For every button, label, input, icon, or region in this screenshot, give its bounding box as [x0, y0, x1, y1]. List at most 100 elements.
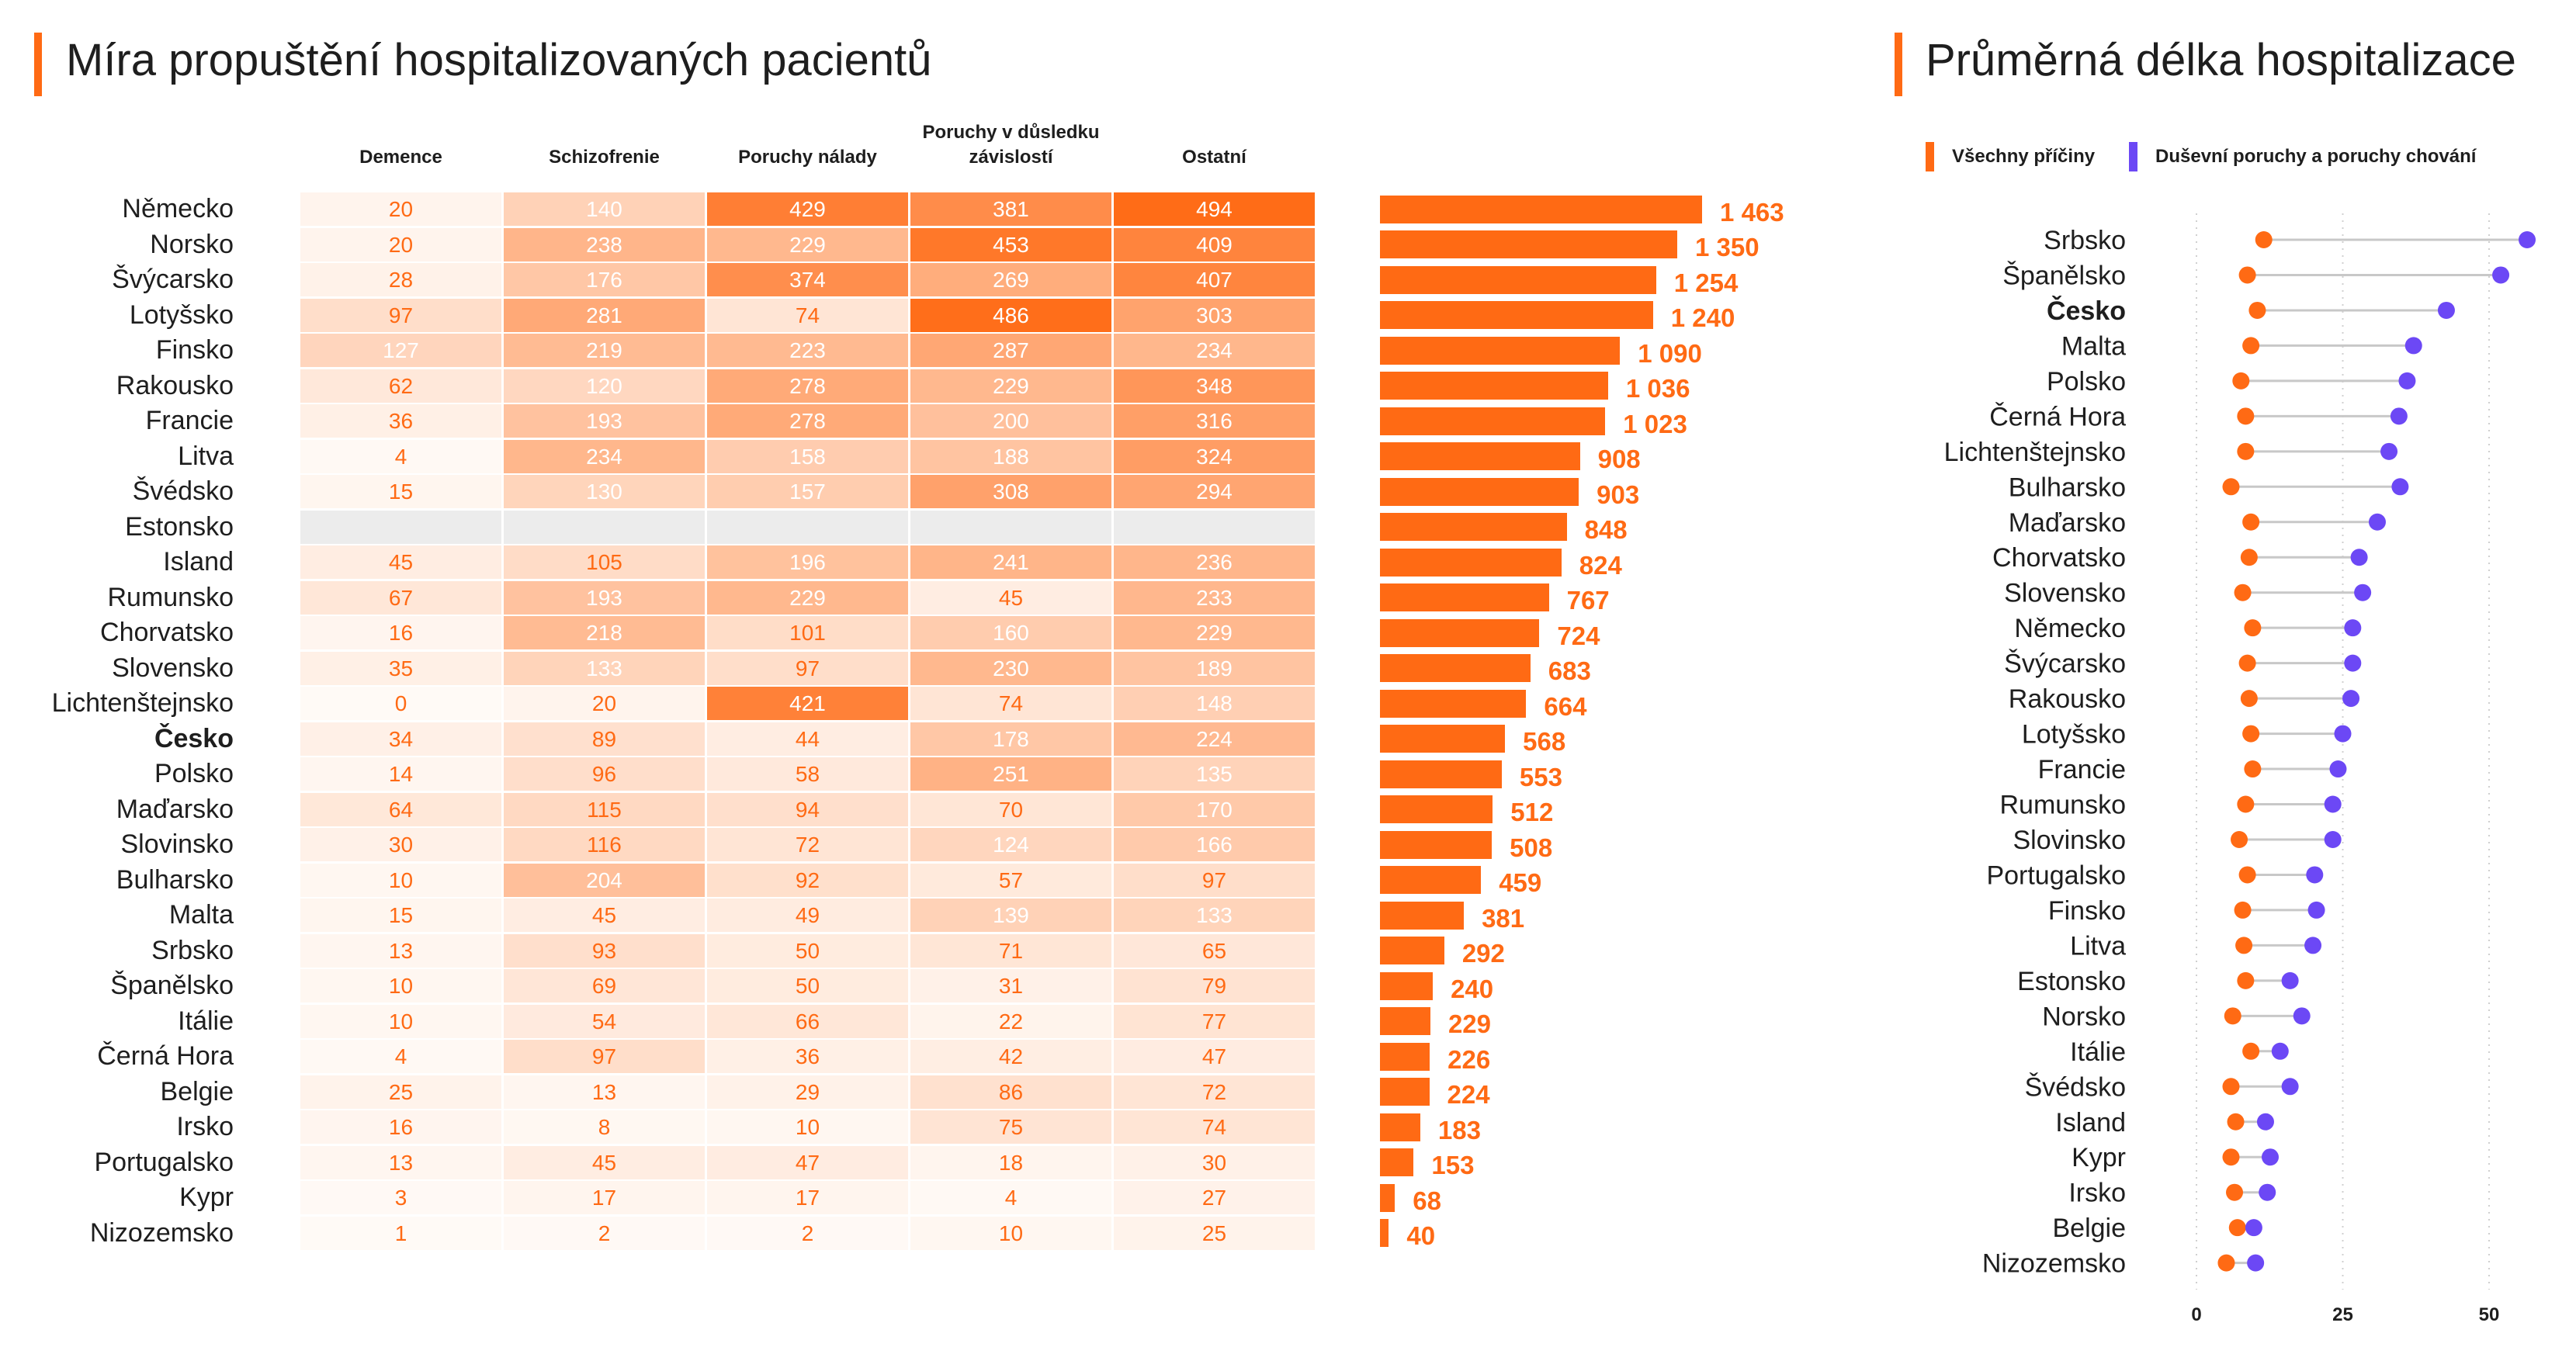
connector-lines	[2226, 238, 2528, 1265]
total-bar-label: 1 350	[1694, 233, 1760, 261]
dot-all-causes	[2237, 971, 2255, 989]
heatmap-cell: 230	[910, 651, 1111, 685]
total-bar-label: 512	[1510, 798, 1554, 826]
heatmap-cell: 120	[504, 369, 705, 403]
total-bar-label: 1 090	[1638, 338, 1702, 368]
heatmap-cell: 204	[504, 863, 705, 897]
row-label: Estonsko	[125, 511, 234, 542]
heatmap-cell: 20	[300, 227, 501, 261]
heatmap-cell: 224	[1114, 722, 1315, 756]
heatmap-cell: 241	[910, 545, 1111, 579]
heatmap-cell: 20	[300, 192, 501, 226]
total-bar-label: 224	[1447, 1080, 1490, 1109]
legend-label: Všechny příčiny	[1952, 146, 2096, 167]
dot-mental-disorders	[2342, 690, 2360, 708]
dot-mental-disorders	[2304, 937, 2322, 954]
row-label: Rakousko	[116, 370, 234, 400]
heatmap-cell: 86	[910, 1075, 1111, 1109]
dot-row-label: Norsko	[2042, 1002, 2126, 1031]
row-label: Chorvatsko	[100, 618, 234, 647]
heatmap-cell: 58	[707, 757, 908, 791]
heatmap-cell: 219	[504, 334, 705, 367]
total-bar	[1380, 689, 1527, 718]
heatmap-cell-missing	[300, 510, 501, 544]
row-label: Slovensko	[112, 653, 234, 683]
dot-all-causes	[2226, 1183, 2244, 1201]
column-header: Poruchy v důsledku závislostí	[922, 122, 1100, 168]
heatmap-cell: 421	[707, 687, 908, 720]
dot-mental-disorders	[2271, 1042, 2289, 1060]
heatmap-cell: 324	[1114, 439, 1315, 473]
heatmap-cell-missing	[1114, 510, 1315, 544]
dot-all-causes	[2248, 301, 2266, 319]
heatmap-cell: 10	[300, 1004, 501, 1038]
row-label: Portugalsko	[94, 1147, 234, 1177]
heatmap-cell: 218	[504, 616, 705, 649]
row-label: Španělsko	[110, 971, 234, 1000]
total-bar-label: 40	[1406, 1221, 1436, 1250]
heatmap-cell: 189	[1114, 651, 1315, 685]
heatmap-cell: 66	[707, 1004, 908, 1038]
heatmap-cell: 158	[707, 439, 908, 473]
row-label: Lotyšsko	[129, 300, 234, 330]
heatmap-cell: 281	[504, 298, 705, 332]
dot-mental-disorders	[2344, 619, 2362, 637]
dot-row-label: Maďarsko	[2009, 508, 2126, 538]
total-bar-label: 908	[1597, 445, 1641, 473]
dot-all-causes	[2242, 725, 2260, 743]
dot-mental-disorders	[2519, 231, 2536, 248]
dot-all-causes	[2238, 266, 2256, 284]
heatmap-cell: 166	[1114, 828, 1315, 861]
heatmap-cell: 94	[707, 792, 908, 826]
heatmap-cell: 30	[300, 828, 501, 861]
dot-row-label: Belgie	[2052, 1214, 2126, 1243]
heatmap-cell: 16	[300, 616, 501, 649]
total-bar	[1380, 1007, 1430, 1035]
heatmap-cell: 251	[910, 757, 1111, 791]
heatmap-cell: 148	[1114, 687, 1315, 720]
total-bar	[1380, 301, 1653, 329]
heatmap-cell: 133	[504, 651, 705, 685]
heatmap-cell: 89	[504, 722, 705, 756]
total-bar	[1380, 1113, 1420, 1141]
heatmap-cell: 29	[707, 1075, 908, 1109]
heatmap-cell: 115	[504, 792, 705, 826]
heatmap-cell: 188	[910, 439, 1111, 473]
heatmap-cell: 16	[300, 1110, 501, 1144]
row-label: Norsko	[150, 229, 234, 259]
legend-swatch	[2129, 142, 2137, 171]
heatmap-cell: 75	[910, 1110, 1111, 1144]
legend-item-mental-disorders: Duševní poruchy a poruchy chování	[2129, 141, 2476, 172]
heatmap-cell: 74	[707, 298, 908, 332]
heatmap-cell: 157	[707, 475, 908, 508]
dot-row-label: Rakousko	[2009, 684, 2126, 714]
heatmap-cell: 36	[707, 1040, 908, 1073]
heatmap-cell: 72	[707, 828, 908, 861]
heatmap-cell: 486	[910, 298, 1111, 332]
x-tick-label: 25	[2332, 1304, 2353, 1325]
dot-all-causes	[2255, 231, 2273, 248]
heatmap-cell: 50	[707, 969, 908, 1002]
dot-row-label: Lichtenštejnsko	[1944, 438, 2126, 467]
dot-row-label: Polsko	[2047, 367, 2126, 396]
heatmap-cell: 69	[504, 969, 705, 1002]
total-bar-label: 183	[1437, 1115, 1481, 1144]
heatmap-cell: 45	[910, 580, 1111, 615]
heatmap-cell: 193	[504, 580, 705, 615]
dot-mental-disorders	[2324, 795, 2342, 813]
row-label: Irsko	[176, 1112, 234, 1141]
x-tick-label: 0	[2191, 1304, 2201, 1325]
title-accent-bar	[34, 33, 42, 96]
total-bar	[1380, 372, 1608, 400]
dot-mental-disorders	[2307, 901, 2325, 919]
heatmap-cell-missing	[707, 510, 908, 544]
total-bar	[1380, 1042, 1430, 1071]
dot-row-label: Island	[2055, 1108, 2126, 1138]
heatmap-cell: 233	[1114, 580, 1315, 615]
dot-all-causes	[2240, 549, 2258, 566]
dot-mental-disorders	[2492, 266, 2510, 284]
dot-row-label: Slovensko	[2004, 579, 2126, 608]
heatmap-cell: 50	[707, 933, 908, 968]
total-bar	[1380, 760, 1502, 788]
heatmap-cell: 45	[300, 545, 501, 579]
